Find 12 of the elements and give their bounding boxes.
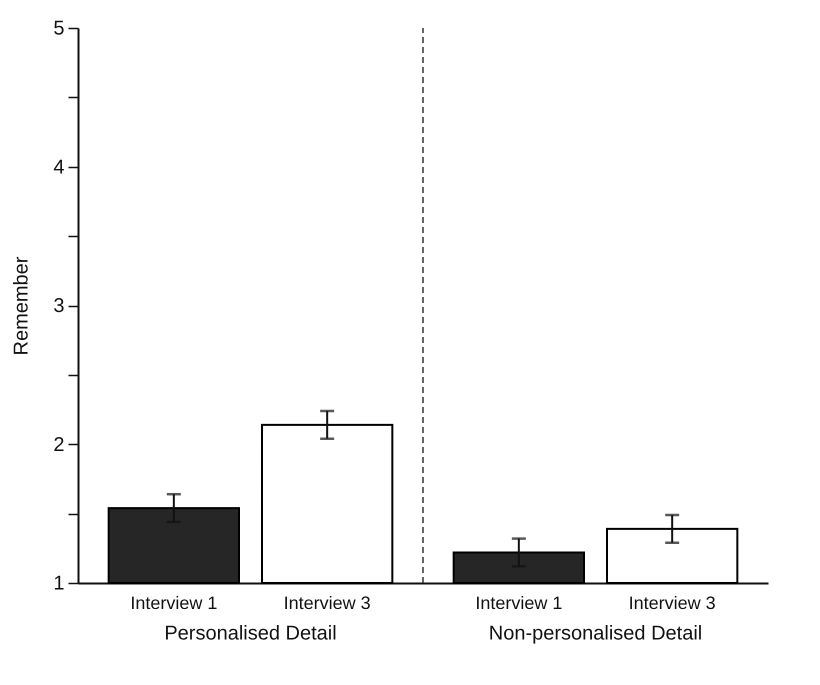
y-tick-label: 5 [53,18,64,40]
text: Interview 1 [475,593,562,613]
x-tick-label: Non-personalised Detail [488,622,702,644]
text: Interview 3 [628,593,716,613]
y-tick-label: 2 [53,434,64,456]
y-tick-label: 4 [53,156,64,178]
y-tick-label: 3 [53,295,64,317]
series-label: Interview 1 [130,593,218,613]
y-tick-label: 1 [53,572,64,594]
y-axis-title: Remember [10,256,32,356]
x-tick-label: Personalised Detail [164,622,337,644]
series-label: Interview 3 [284,593,371,613]
